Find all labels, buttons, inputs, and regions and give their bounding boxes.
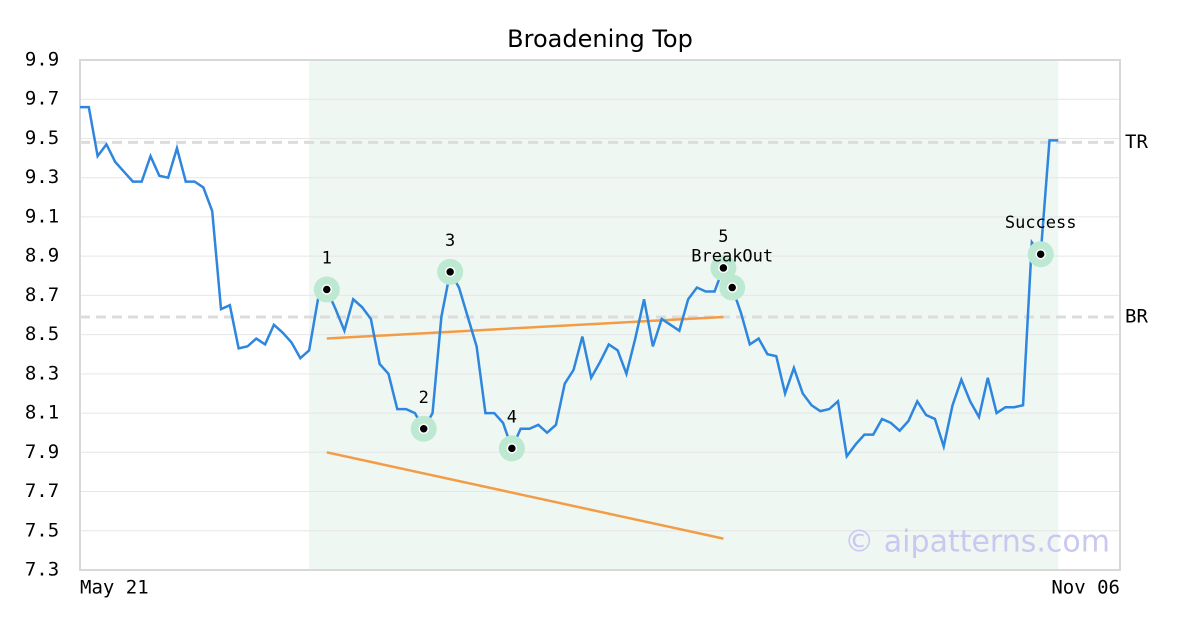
y-tick-label: 9.3: [25, 166, 59, 188]
y-tick-label: 7.5: [25, 519, 59, 541]
pattern-point: [321, 284, 333, 295]
annotation-label: BreakOut: [691, 247, 773, 267]
trend-line: [326, 315, 724, 340]
annotation-label: 3: [445, 231, 455, 251]
y-tick-label: 9.5: [25, 127, 59, 149]
y-tick-label: 7.7: [25, 480, 59, 502]
pattern-point: [718, 262, 729, 274]
watermark: © aipatterns.com: [844, 525, 1110, 560]
y-tick-label: 8.9: [25, 245, 59, 267]
y-tick-label: 8.1: [25, 402, 59, 424]
trend-line: [326, 451, 724, 540]
pattern-point: [506, 443, 518, 454]
y-tick-label: 7.3: [25, 559, 59, 581]
y-tick-label: 9.9: [25, 49, 59, 71]
y-tick-label: 8.3: [25, 362, 59, 384]
y-tick-label: 8.7: [25, 284, 59, 306]
level-label: TR: [1125, 131, 1148, 153]
pattern-point: [1035, 248, 1046, 260]
y-tick-label: 9.1: [25, 205, 59, 227]
chart-title: Broadening Top: [507, 25, 693, 53]
level-label: BR: [1125, 305, 1148, 327]
plot-frame: [79, 59, 1121, 571]
x-tick-label: Nov 06: [1051, 577, 1120, 599]
annotation-label: 4: [507, 407, 517, 427]
pattern-point: [418, 423, 429, 435]
annotation-label: 5: [718, 227, 728, 247]
annotation-label: 1: [322, 249, 332, 269]
pattern-point: [444, 266, 456, 278]
price-line: [80, 105, 1059, 460]
pattern-point: [726, 282, 738, 293]
annotation-label: 2: [419, 388, 429, 408]
y-tick-label: 8.5: [25, 323, 59, 345]
y-tick-label: 9.7: [25, 88, 59, 110]
x-tick-label: May 21: [80, 577, 149, 599]
y-tick-label: 7.9: [25, 441, 59, 463]
annotation-label: Success: [1005, 213, 1077, 233]
